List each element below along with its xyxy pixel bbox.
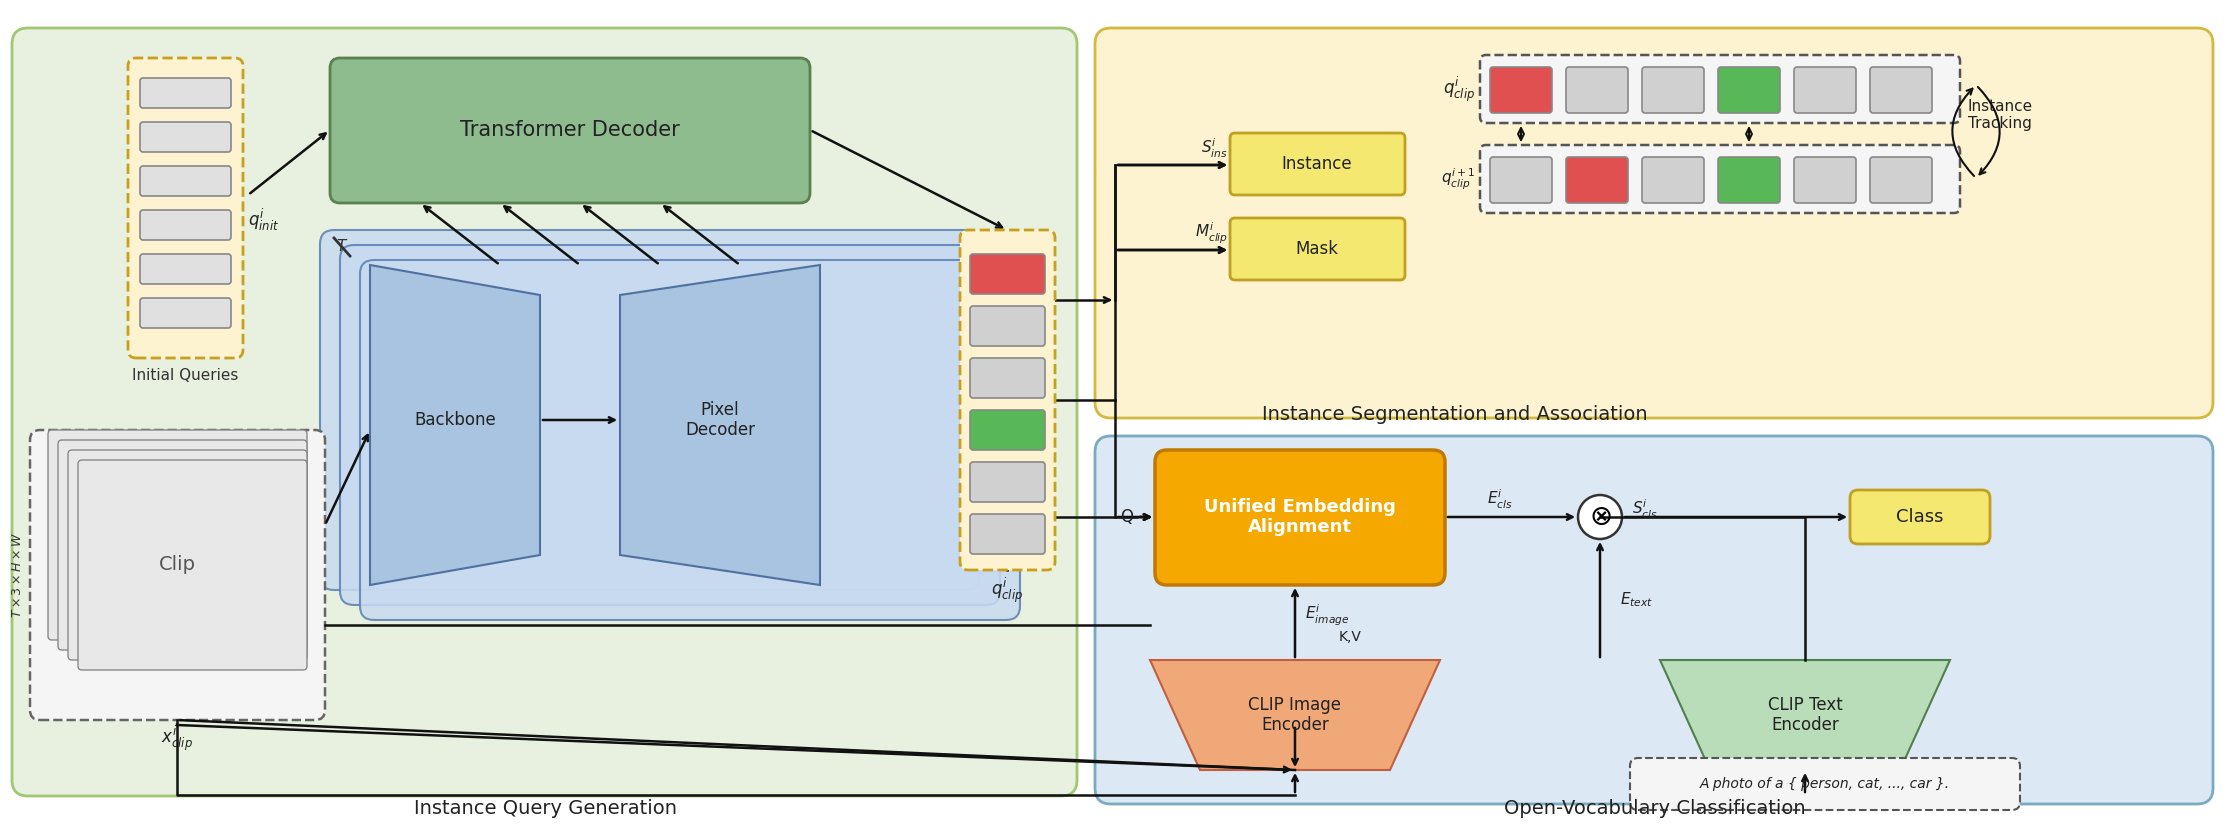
Text: $S^i_{ins}$: $S^i_{ins}$ [1202,136,1229,160]
FancyBboxPatch shape [1630,758,2020,810]
FancyBboxPatch shape [1641,157,1704,203]
Text: $S^i_{cls}$: $S^i_{cls}$ [1632,498,1657,520]
FancyBboxPatch shape [29,430,326,720]
FancyBboxPatch shape [970,306,1046,346]
Text: $q^i_{clip}$: $q^i_{clip}$ [990,575,1024,605]
FancyBboxPatch shape [959,230,1055,570]
Text: Unified Embedding
Alignment: Unified Embedding Alignment [1204,498,1396,536]
Text: $E^i_{cls}$: $E^i_{cls}$ [1487,488,1512,510]
Text: Instance Query Generation: Instance Query Generation [413,799,676,818]
FancyBboxPatch shape [67,450,308,660]
FancyBboxPatch shape [58,440,308,650]
FancyBboxPatch shape [319,230,979,590]
Text: Transformer Decoder: Transformer Decoder [459,120,680,140]
FancyBboxPatch shape [1793,67,1855,113]
Text: Mask: Mask [1296,240,1338,258]
Text: $E_{text}$: $E_{text}$ [1619,591,1652,609]
FancyBboxPatch shape [1717,67,1780,113]
FancyBboxPatch shape [1231,133,1405,195]
FancyBboxPatch shape [140,210,232,240]
Text: CLIP Image
Encoder: CLIP Image Encoder [1249,696,1342,735]
FancyBboxPatch shape [140,298,232,328]
Text: $T$: $T$ [337,238,348,254]
FancyBboxPatch shape [970,410,1046,450]
FancyBboxPatch shape [1565,157,1628,203]
FancyBboxPatch shape [330,58,809,203]
Text: Backbone: Backbone [415,411,495,429]
FancyBboxPatch shape [970,462,1046,502]
FancyBboxPatch shape [11,28,1077,796]
Text: Initial Queries: Initial Queries [132,367,239,382]
FancyBboxPatch shape [49,430,308,640]
Text: $M^i_{clip}$: $M^i_{clip}$ [1195,220,1229,245]
Text: Instance: Instance [1282,155,1351,173]
Text: $T\times3\times H\times W$: $T\times3\times H\times W$ [11,532,25,618]
FancyBboxPatch shape [339,245,999,605]
Text: K,V: K,V [1338,630,1363,644]
Text: Instance
Tracking: Instance Tracking [1967,99,2032,131]
FancyBboxPatch shape [1871,67,1931,113]
Text: Class: Class [1896,508,1945,526]
FancyBboxPatch shape [1490,67,1552,113]
FancyBboxPatch shape [359,260,1019,620]
FancyBboxPatch shape [78,460,308,670]
FancyBboxPatch shape [970,358,1046,398]
Text: $x^i_{clip}$: $x^i_{clip}$ [161,723,194,753]
FancyBboxPatch shape [1565,67,1628,113]
Text: $\otimes$: $\otimes$ [1588,503,1612,531]
FancyBboxPatch shape [970,254,1046,294]
Polygon shape [620,265,821,585]
FancyBboxPatch shape [1871,157,1931,203]
FancyBboxPatch shape [127,58,243,358]
FancyBboxPatch shape [1155,450,1445,585]
Text: CLIP Text
Encoder: CLIP Text Encoder [1768,696,1842,735]
FancyBboxPatch shape [1481,55,1960,123]
FancyBboxPatch shape [970,514,1046,554]
FancyBboxPatch shape [1231,218,1405,280]
FancyBboxPatch shape [140,122,232,152]
Text: Clip: Clip [158,555,196,574]
Text: $q^i_{init}$: $q^i_{init}$ [248,207,279,234]
FancyBboxPatch shape [1641,67,1704,113]
FancyBboxPatch shape [1490,157,1552,203]
FancyBboxPatch shape [1793,157,1855,203]
Text: A photo of a { person, cat, ..., car }.: A photo of a { person, cat, ..., car }. [1699,777,1949,791]
Polygon shape [370,265,540,585]
Text: Pixel
Decoder: Pixel Decoder [685,401,756,440]
FancyBboxPatch shape [140,254,232,284]
Circle shape [1579,495,1621,539]
Text: Instance Segmentation and Association: Instance Segmentation and Association [1262,406,1648,425]
FancyBboxPatch shape [1717,157,1780,203]
FancyBboxPatch shape [140,78,232,108]
Polygon shape [1659,660,1949,770]
Text: $q^i_{clip}$: $q^i_{clip}$ [1443,74,1474,104]
FancyBboxPatch shape [1095,436,2212,804]
FancyBboxPatch shape [1095,28,2212,418]
FancyBboxPatch shape [1481,145,1960,213]
FancyBboxPatch shape [1851,490,1989,544]
Polygon shape [1151,660,1441,770]
Text: $E^i_{image}$: $E^i_{image}$ [1305,602,1349,627]
Text: Q: Q [1119,508,1133,526]
Text: Open-Vocabulary Classification: Open-Vocabulary Classification [1505,799,1806,818]
FancyBboxPatch shape [140,166,232,196]
Text: $q^{i+1}_{clip}$: $q^{i+1}_{clip}$ [1441,166,1474,192]
